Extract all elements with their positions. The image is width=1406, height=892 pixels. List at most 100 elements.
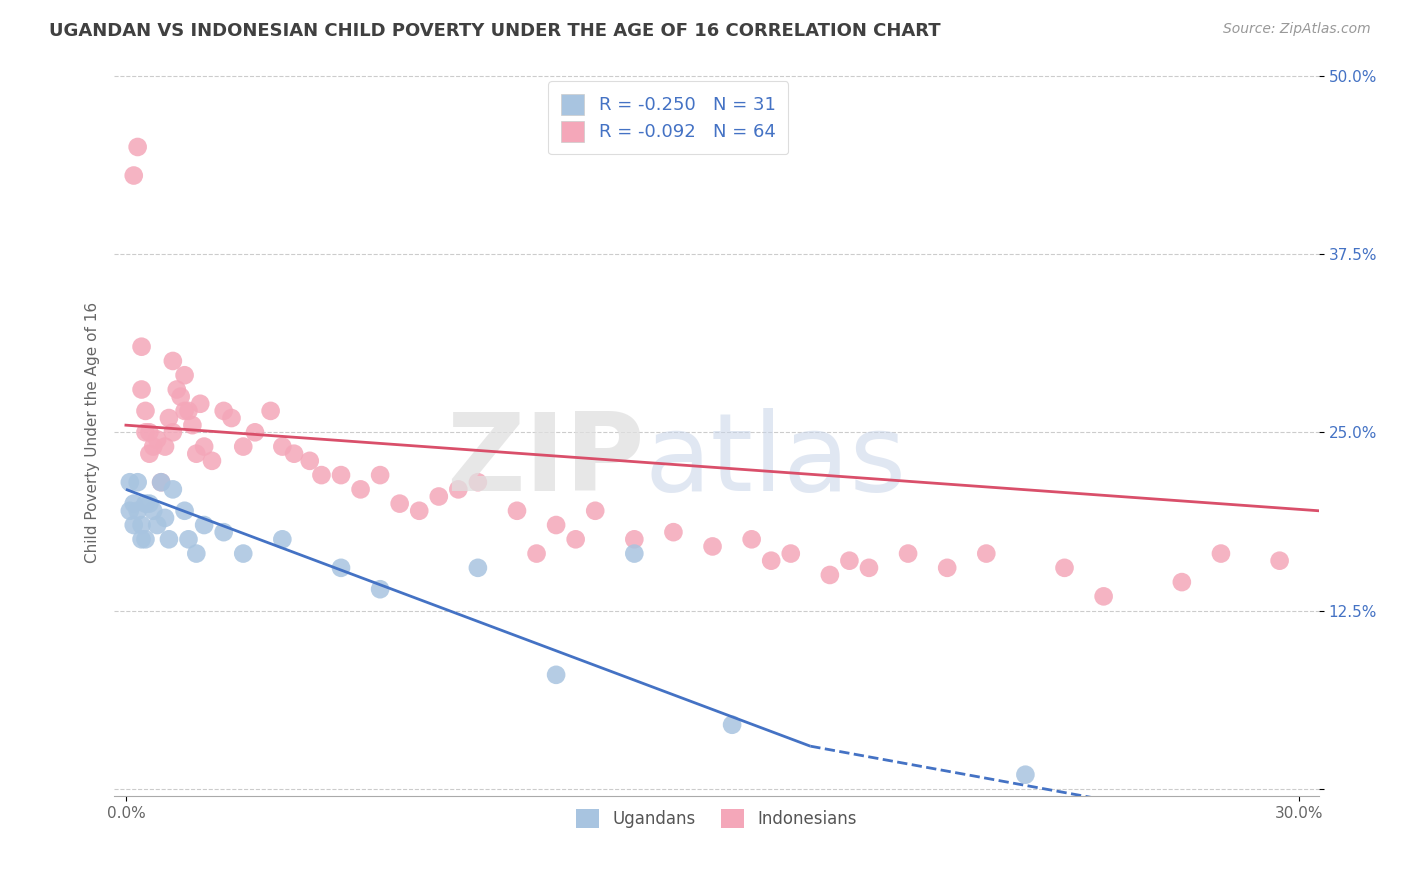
- Point: [146, 518, 169, 533]
- Point: [150, 475, 173, 490]
- Point: [349, 483, 371, 497]
- Point: [127, 475, 149, 490]
- Point: [271, 533, 294, 547]
- Point: [232, 440, 254, 454]
- Point: [447, 483, 470, 497]
- Point: [150, 475, 173, 490]
- Point: [583, 504, 606, 518]
- Point: [368, 582, 391, 597]
- Point: [838, 554, 860, 568]
- Point: [212, 404, 235, 418]
- Point: [232, 547, 254, 561]
- Point: [467, 561, 489, 575]
- Text: UGANDAN VS INDONESIAN CHILD POVERTY UNDER THE AGE OF 16 CORRELATION CHART: UGANDAN VS INDONESIAN CHILD POVERTY UNDE…: [49, 22, 941, 40]
- Point: [526, 547, 548, 561]
- Point: [564, 533, 586, 547]
- Point: [118, 504, 141, 518]
- Point: [330, 468, 353, 483]
- Legend: Ugandans, Indonesians: Ugandans, Indonesians: [569, 803, 863, 835]
- Point: [212, 525, 235, 540]
- Point: [153, 511, 176, 525]
- Point: [118, 475, 141, 490]
- Point: [1268, 554, 1291, 568]
- Point: [1014, 767, 1036, 781]
- Point: [181, 418, 204, 433]
- Point: [662, 525, 685, 540]
- Point: [122, 518, 145, 533]
- Point: [142, 440, 165, 454]
- Point: [761, 554, 783, 568]
- Point: [506, 504, 529, 518]
- Point: [127, 504, 149, 518]
- Point: [162, 425, 184, 440]
- Point: [546, 518, 568, 533]
- Point: [201, 454, 224, 468]
- Point: [388, 497, 411, 511]
- Point: [546, 668, 568, 682]
- Point: [157, 533, 180, 547]
- Point: [122, 497, 145, 511]
- Point: [131, 518, 153, 533]
- Point: [157, 411, 180, 425]
- Point: [1053, 561, 1076, 575]
- Point: [858, 561, 880, 575]
- Point: [188, 397, 211, 411]
- Point: [134, 497, 156, 511]
- Point: [623, 547, 645, 561]
- Point: [138, 447, 160, 461]
- Point: [170, 390, 193, 404]
- Text: Source: ZipAtlas.com: Source: ZipAtlas.com: [1223, 22, 1371, 37]
- Point: [193, 440, 215, 454]
- Point: [134, 425, 156, 440]
- Point: [134, 533, 156, 547]
- Point: [1092, 590, 1115, 604]
- Point: [936, 561, 959, 575]
- Text: atlas: atlas: [644, 409, 907, 515]
- Point: [368, 468, 391, 483]
- Point: [243, 425, 266, 440]
- Point: [221, 411, 243, 425]
- Point: [721, 718, 744, 732]
- Point: [330, 561, 353, 575]
- Point: [897, 547, 920, 561]
- Point: [142, 504, 165, 518]
- Point: [122, 169, 145, 183]
- Point: [162, 354, 184, 368]
- Point: [146, 433, 169, 447]
- Text: ZIP: ZIP: [446, 409, 644, 515]
- Point: [271, 440, 294, 454]
- Point: [177, 533, 200, 547]
- Point: [702, 540, 724, 554]
- Point: [1209, 547, 1232, 561]
- Point: [127, 140, 149, 154]
- Point: [131, 383, 153, 397]
- Point: [427, 490, 450, 504]
- Point: [186, 447, 208, 461]
- Point: [162, 483, 184, 497]
- Point: [153, 440, 176, 454]
- Point: [138, 425, 160, 440]
- Point: [173, 504, 195, 518]
- Point: [131, 533, 153, 547]
- Point: [177, 404, 200, 418]
- Point: [173, 368, 195, 383]
- Point: [818, 568, 841, 582]
- Point: [311, 468, 333, 483]
- Point: [186, 547, 208, 561]
- Point: [131, 340, 153, 354]
- Point: [408, 504, 430, 518]
- Point: [134, 404, 156, 418]
- Point: [623, 533, 645, 547]
- Point: [467, 475, 489, 490]
- Point: [166, 383, 188, 397]
- Point: [283, 447, 305, 461]
- Point: [779, 547, 801, 561]
- Point: [138, 497, 160, 511]
- Y-axis label: Child Poverty Under the Age of 16: Child Poverty Under the Age of 16: [86, 301, 100, 563]
- Point: [173, 404, 195, 418]
- Point: [741, 533, 763, 547]
- Point: [974, 547, 997, 561]
- Point: [259, 404, 281, 418]
- Point: [298, 454, 321, 468]
- Point: [193, 518, 215, 533]
